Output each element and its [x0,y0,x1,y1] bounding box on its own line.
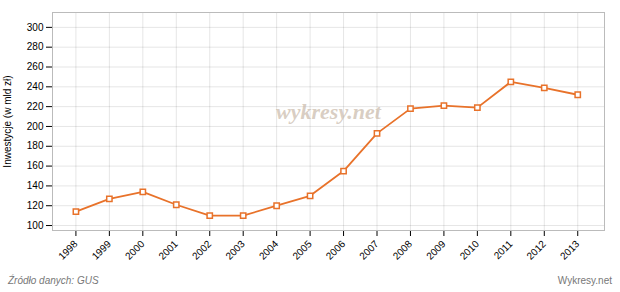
svg-text:1999: 1999 [90,238,114,262]
svg-text:220: 220 [27,101,44,112]
svg-text:200: 200 [27,121,44,132]
svg-text:100: 100 [27,220,44,231]
svg-text:260: 260 [27,61,44,72]
svg-text:2005: 2005 [290,238,314,262]
svg-text:300: 300 [27,22,44,33]
svg-text:2002: 2002 [190,238,214,262]
svg-text:2004: 2004 [257,238,281,262]
svg-text:2012: 2012 [524,238,548,262]
svg-text:2009: 2009 [424,238,448,262]
html-text:Źródło danych: GUS: Źródło danych: GUS [8,274,99,286]
svg-text:280: 280 [27,41,44,52]
svg-text:2001: 2001 [156,238,180,262]
svg-text:2006: 2006 [324,238,348,262]
svg-text:240: 240 [27,81,44,92]
svg-text:2007: 2007 [357,238,381,262]
svg-text:160: 160 [27,160,44,171]
svg-text:2000: 2000 [123,238,147,262]
svg-text:2003: 2003 [223,238,247,262]
html-text:Wykresy.net: Wykresy.net [557,274,612,286]
svg-text:2008: 2008 [391,238,415,262]
svg-text:2010: 2010 [458,238,482,262]
svg-text:Inwestycje (w mld zł): Inwestycje (w mld zł) [2,75,13,167]
svg-text:120: 120 [27,200,44,211]
svg-text:180: 180 [27,140,44,151]
svg-text:140: 140 [27,180,44,191]
svg-text:1998: 1998 [56,238,80,262]
svg-text:2011: 2011 [492,238,515,261]
svg-text:wykresy.net: wykresy.net [276,99,382,124]
svg-text:2013: 2013 [558,238,582,262]
